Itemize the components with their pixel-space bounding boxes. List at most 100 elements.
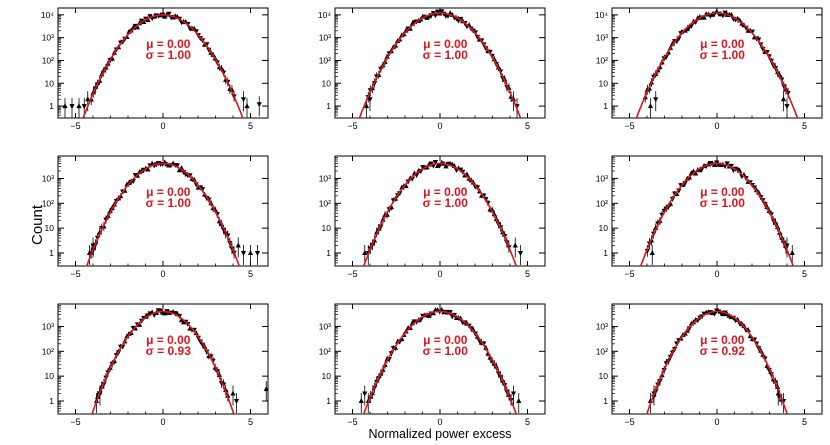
fit-mu-label: μ = 0.00	[146, 333, 191, 347]
x-tick-label: −5	[70, 269, 80, 279]
y-tick-label: 10	[45, 371, 55, 381]
data-point	[403, 27, 409, 33]
outlier-point	[653, 97, 659, 103]
y-tick-label: 10	[599, 371, 609, 381]
data-point	[426, 13, 432, 19]
panel-6: −5 0 5 1 10 10² 10³ μ = 0.00σ = 1.00	[596, 155, 823, 279]
panel-8: −5 0 5 1 10 10² 10³ μ = 0.00σ = 1.00	[319, 303, 546, 427]
fit-sigma-label: σ = 1.00	[423, 48, 469, 62]
x-tick-label: −5	[347, 269, 357, 279]
outlier-point	[512, 242, 518, 248]
y-tick-label: 10²	[42, 198, 54, 208]
x-tick-label: −5	[624, 269, 634, 279]
outlier-point	[367, 97, 373, 103]
data-point	[709, 11, 716, 17]
data-point	[653, 224, 659, 230]
fit-mu-label: μ = 0.00	[700, 333, 745, 347]
outlier-point	[649, 250, 655, 256]
outlier-point	[230, 390, 236, 396]
data-point	[172, 311, 178, 317]
x-tick-label: 0	[160, 269, 165, 279]
y-tick-label: 1	[49, 101, 54, 111]
x-tick-label: 5	[525, 417, 530, 427]
data-point	[439, 306, 445, 312]
x-tick-label: 0	[437, 269, 442, 279]
data-point	[139, 18, 145, 24]
y-tick-label: 10³	[319, 321, 331, 331]
y-tick-label: 10³	[596, 173, 608, 183]
y-tick-label: 10³	[596, 33, 608, 43]
outlier-point	[789, 250, 795, 256]
outlier-point	[76, 103, 82, 109]
fit-mu-label: μ = 0.00	[146, 185, 191, 199]
y-tick-label: 10²	[319, 346, 331, 356]
fit-mu-label: μ = 0.00	[423, 37, 468, 51]
data-point	[397, 191, 403, 197]
outlier-point	[247, 250, 254, 256]
fit-sigma-label: σ = 1.00	[146, 48, 192, 62]
fit-mu-label: μ = 0.00	[700, 185, 745, 199]
x-tick-label: −5	[347, 121, 357, 131]
data-point	[491, 56, 497, 62]
data-point	[711, 162, 718, 168]
fit-curve	[362, 310, 518, 414]
panel-5: −5 0 5 1 10 10² 10³ μ = 0.00σ = 1.00	[319, 155, 546, 279]
outlier-point	[362, 250, 368, 256]
data-point	[126, 179, 132, 185]
outlier-point	[363, 103, 370, 109]
outlier-point	[235, 242, 241, 248]
y-tick-label: 10⁴	[318, 10, 331, 20]
x-tick-label: 0	[437, 417, 442, 427]
panel-9: −5 0 5 1 10 10² 10³ μ = 0.00σ = 0.92	[596, 303, 823, 427]
outlier-point	[69, 104, 75, 110]
y-tick-label: 1	[326, 248, 331, 258]
data-point	[432, 159, 439, 165]
outlier-point	[516, 398, 522, 404]
x-tick-label: 5	[802, 269, 807, 279]
fit-curve	[645, 310, 789, 414]
data-point	[711, 311, 718, 317]
fit-sigma-label: σ = 0.93	[146, 344, 192, 358]
x-tick-label: −5	[347, 417, 357, 427]
outlier-point	[510, 391, 517, 397]
y-tick-label: 1	[49, 396, 54, 406]
data-point	[136, 321, 143, 327]
outlier-point	[81, 104, 87, 110]
plot-frame	[611, 155, 823, 267]
y-tick-label: 10²	[319, 198, 331, 208]
data-point	[174, 163, 180, 169]
outlier-point	[254, 251, 261, 257]
x-tick-label: 0	[714, 269, 719, 279]
y-tick-label: 1	[49, 248, 54, 258]
data-point	[724, 161, 730, 167]
fit-sigma-label: σ = 0.92	[700, 344, 746, 358]
y-tick-label: 10³	[42, 33, 54, 43]
fit-curve	[82, 14, 244, 118]
x-tick-label: −5	[624, 417, 634, 427]
x-tick-label: 0	[714, 417, 719, 427]
outlier-point	[780, 96, 787, 102]
x-tick-label: 5	[248, 417, 253, 427]
y-tick-label: 10	[599, 78, 609, 88]
data-point	[684, 26, 690, 32]
data-point	[426, 312, 432, 318]
x-tick-label: 5	[248, 269, 253, 279]
data-point	[145, 166, 151, 172]
data-point	[220, 227, 227, 233]
data-point	[443, 163, 449, 169]
y-tick-label: 10³	[42, 173, 54, 183]
x-tick-label: 5	[525, 121, 530, 131]
panel-4: −5 0 5 1 10 10² 10³ μ = 0.00σ = 1.00	[42, 155, 269, 279]
fit-mu-label: μ = 0.00	[423, 185, 468, 199]
data-point	[697, 167, 703, 173]
fit-curve	[639, 162, 795, 266]
y-tick-label: 10	[322, 78, 332, 88]
y-tick-label: 10³	[596, 321, 608, 331]
x-tick-label: −5	[70, 121, 80, 131]
fit-curve	[85, 162, 241, 266]
x-tick-label: −5	[624, 121, 634, 131]
outlier-point	[362, 391, 368, 397]
outlier-point	[62, 103, 68, 109]
outlier-point	[240, 251, 247, 257]
data-point	[134, 24, 141, 30]
